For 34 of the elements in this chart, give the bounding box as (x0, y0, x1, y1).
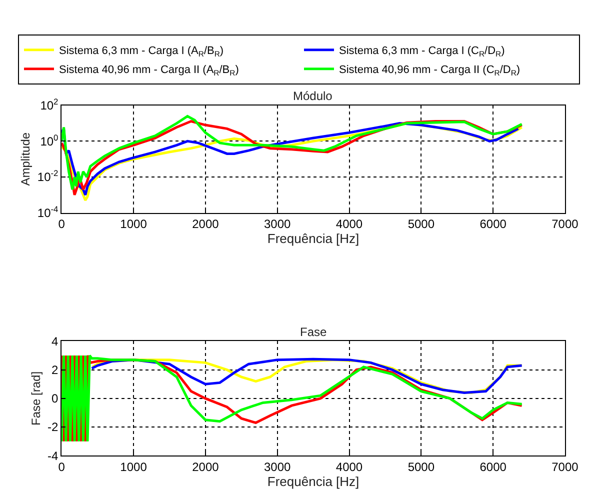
x-axis-title: Frequência [Hz] (267, 231, 360, 246)
x-tick-label: 5000 (408, 217, 435, 232)
x-axis-title: Frequência [Hz] (267, 474, 360, 490)
x-tick-label: 7000 (552, 217, 579, 232)
x-tick-label: 4000 (336, 217, 363, 232)
y-tick-label: 0 (52, 392, 59, 406)
legend-label: Sistema 6,3 mm - Carga I (A$_{R}$/B$_{R}$) (59, 45, 224, 58)
y-tick-label: 10$^{0}$ (40, 132, 59, 148)
x-tick-label: 6000 (480, 460, 507, 474)
x-tick-label: 7000 (552, 460, 579, 474)
x-tick-label: 2000 (192, 217, 220, 232)
x-tick-label: 1000 (120, 460, 148, 474)
legend-label: Sistema 40,96 mm - Carga II (C$_{R}$/D$_{R}$) (339, 64, 520, 78)
x-tick-label: 4000 (336, 460, 363, 474)
chart-title: Fase (300, 325, 328, 339)
x-tick-label: 5000 (408, 460, 435, 474)
y-tick-label: 10$^{-2}$ (37, 168, 59, 184)
y-tick-label: -4 (48, 448, 59, 463)
y-tick-label: 10$^{2}$ (40, 96, 59, 113)
chart-title: Módulo (293, 89, 333, 103)
y-tick-label: -2 (48, 420, 59, 434)
x-tick-label: 3000 (264, 217, 292, 232)
y-tick-label: 4 (52, 334, 59, 348)
line-series (62, 354, 524, 443)
x-tick-label: 3000 (264, 460, 292, 474)
legend-label: Sistema 40,96 mm - Carga II (A$_{R}$/B$_{R}$) (59, 64, 239, 78)
x-tick-label: 1000 (120, 217, 148, 232)
x-tick-label: 2000 (192, 460, 220, 474)
y-axis-title: Amplitude (18, 132, 33, 186)
y-tick-label: 2 (52, 363, 59, 378)
legend-label: Sistema 6,3 mm - Carga I (C$_{R}$/D$_{R}$) (339, 45, 505, 58)
y-tick-label: 10$^{-4}$ (37, 204, 59, 220)
x-tick-label: 6000 (480, 217, 507, 232)
y-axis-title: Fase [rad] (28, 371, 43, 426)
